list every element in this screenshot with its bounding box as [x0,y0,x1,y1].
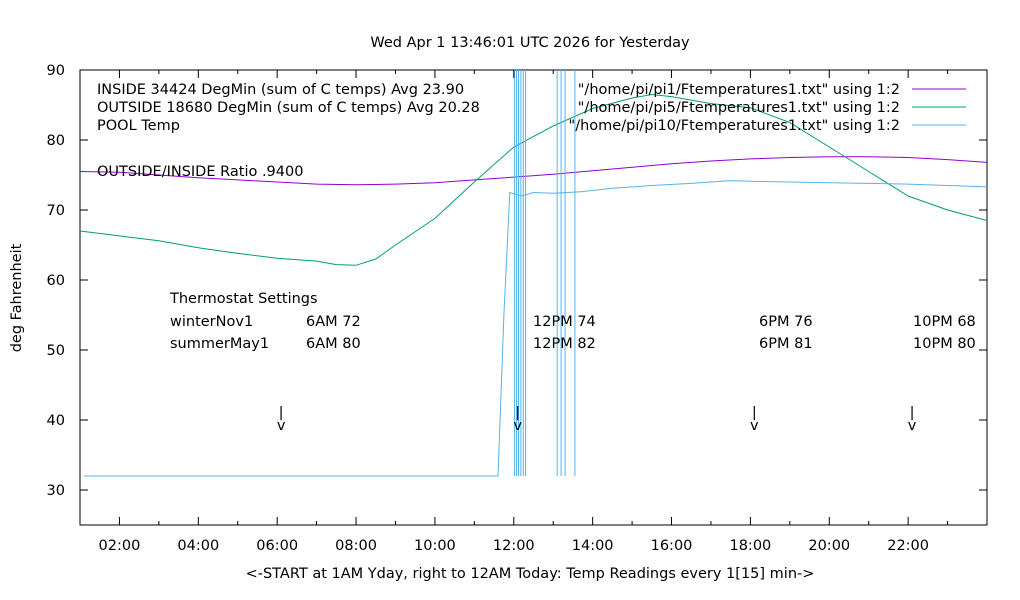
y-axis-label: deg Fahrenheit [9,243,25,352]
marker-bar: | [752,405,757,421]
overlay-layer: "/home/pi/pi1/Ftemperatures1.txt" using … [97,82,976,434]
thermostat-row-label: winterNov1 [170,314,253,330]
x-tick-label: 22:00 [887,538,929,554]
axes-layer: 30 40 50 60 70 80 90 02:00 04:00 06:00 08:00 10:00 1… [47,63,987,554]
x-tick-label: 06:00 [256,538,298,554]
marker-arrow: v [513,418,522,434]
y-tick-label: 90 [47,63,65,79]
thermostat-setting: 6AM 72 [306,314,361,330]
x-tick-label: 14:00 [572,538,614,554]
marker-arrow: v [908,418,917,434]
x-tick-label: 18:00 [729,538,771,554]
plot-frame [79,69,988,526]
info-text: OUTSIDE 18680 DegMin (sum of C temps) Av… [97,100,480,116]
info-text: POOL Temp [97,118,180,134]
info-text: INSIDE 34424 DegMin (sum of C temps) Avg… [97,82,464,98]
thermostat-setting: 6PM 76 [759,314,813,330]
marker-bar: | [515,405,520,421]
legend-label: "/home/pi/pi5/Ftemperatures1.txt" using … [578,100,900,116]
series-line-1 [79,156,988,186]
thermostat-title: Thermostat Settings [169,291,318,307]
x-tick-label: 02:00 [99,538,141,554]
series-line-2 [79,93,988,266]
y-tick-label: 60 [47,273,65,289]
x-tick-label: 04:00 [177,538,219,554]
thermostat-setting: 6PM 81 [759,336,813,352]
info-text: OUTSIDE/INSIDE Ratio .9400 [97,164,303,180]
y-tick-label: 30 [47,483,65,499]
marker-bar: | [279,405,284,421]
thermostat-setting: 12PM 74 [533,314,596,330]
marker-bar: | [910,405,915,421]
thermostat-setting: 12PM 82 [533,336,596,352]
series-layer [79,70,988,477]
x-axis-label: <-START at 1AM Yday, right to 12AM Today… [246,566,815,582]
legend-label: "/home/pi/pi10/Ftemperatures1.txt" using… [569,118,900,134]
x-tick-label: 10:00 [414,538,456,554]
thermostat-setting: 10PM 68 [913,314,976,330]
x-tick-label: 20:00 [808,538,850,554]
y-tick-label: 40 [47,413,65,429]
x-tick-label: 08:00 [335,538,377,554]
x-tick-label: 12:00 [493,538,535,554]
marker-arrow: v [750,418,759,434]
legend-label: "/home/pi/pi1/Ftemperatures1.txt" using … [578,82,900,98]
thermostat-row-label: summerMay1 [170,336,269,352]
y-tick-label: 80 [47,133,65,149]
marker-arrow: v [277,418,286,434]
x-tick-label: 16:00 [651,538,693,554]
y-tick-label: 70 [47,203,65,219]
thermostat-setting: 6AM 80 [306,336,361,352]
thermostat-setting: 10PM 80 [913,336,976,352]
chart-title: Wed Apr 1 13:46:01 UTC 2026 for Yesterda… [370,35,690,51]
series-line-3 [83,180,988,477]
y-tick-label: 50 [47,343,65,359]
